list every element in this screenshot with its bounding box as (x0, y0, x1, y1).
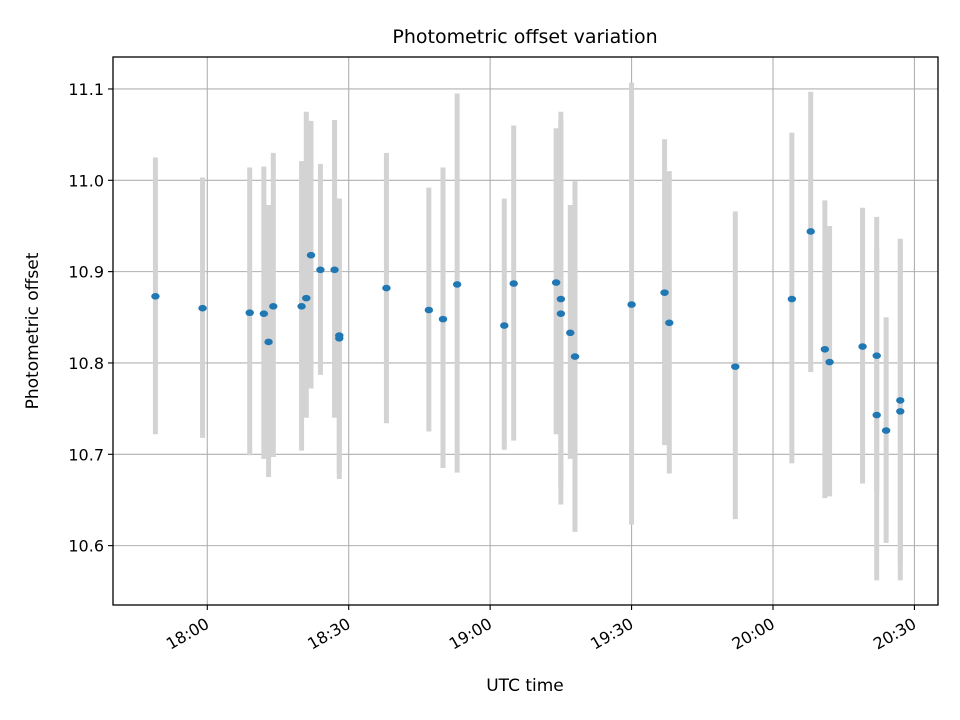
data-point (151, 292, 160, 300)
data-point (556, 310, 566, 317)
y-axis-ticks: 10.6 10.7 10.8 10.9 11.0 11.1 (68, 80, 113, 556)
data-point (330, 266, 339, 274)
data-point (382, 284, 391, 292)
data-point (858, 343, 867, 350)
data-point (806, 228, 815, 235)
data-point (825, 358, 834, 366)
data-point (551, 279, 561, 286)
data-point (245, 309, 254, 317)
y-tick-label: 10.6 (68, 537, 104, 556)
data-point (297, 303, 306, 310)
data-point (316, 266, 325, 274)
data-point (627, 301, 636, 308)
data-point (438, 315, 448, 323)
y-tick-label: 10.8 (68, 354, 104, 373)
y-tick-label: 10.9 (68, 263, 104, 282)
data-point (198, 304, 207, 312)
data-point (500, 322, 509, 329)
data-point (820, 345, 830, 353)
data-point (509, 280, 518, 287)
data-point (872, 352, 881, 359)
chart-title: Photometric offset variation (392, 26, 657, 48)
data-point (566, 329, 575, 337)
data-points (151, 228, 905, 434)
x-axis-label: UTC time (486, 676, 564, 696)
data-point (452, 281, 462, 288)
data-point (269, 303, 278, 310)
data-point (302, 294, 311, 302)
data-point (264, 338, 273, 346)
data-point (872, 411, 881, 419)
data-point (259, 310, 269, 317)
data-point (660, 289, 669, 296)
data-point (306, 251, 316, 259)
data-point (570, 353, 580, 360)
data-point (731, 363, 740, 370)
y-tick-label: 11.0 (68, 171, 104, 190)
data-point (424, 306, 434, 314)
data-point (556, 295, 566, 303)
data-point (787, 295, 797, 303)
data-point (335, 332, 344, 339)
plot-frame (112, 56, 939, 606)
data-point (881, 427, 891, 434)
y-axis-label: Photometric offset (23, 252, 43, 409)
data-point (896, 408, 905, 415)
data-point (665, 319, 674, 327)
y-tick-label: 10.7 (68, 445, 104, 464)
y-tick-label: 11.1 (68, 80, 104, 99)
data-point (896, 397, 905, 404)
